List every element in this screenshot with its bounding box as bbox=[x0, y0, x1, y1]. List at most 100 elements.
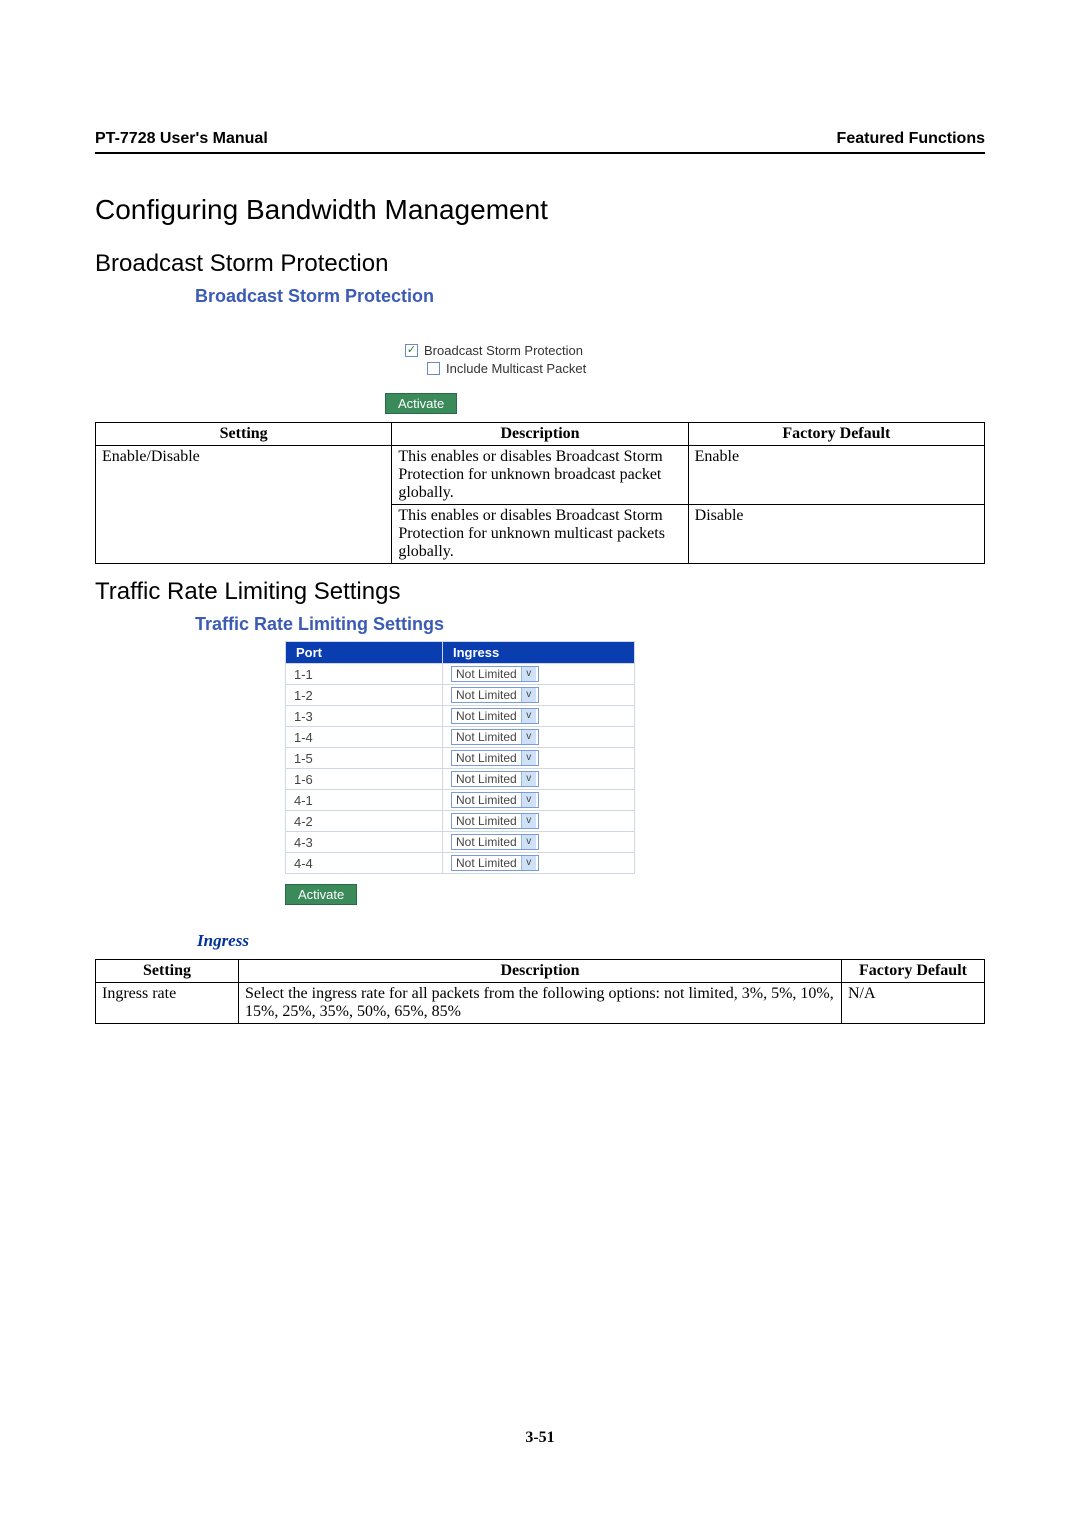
section-b-heading: Traffic Rate Limiting Settings bbox=[95, 578, 985, 606]
cell-ingress: Not Limited v bbox=[443, 727, 635, 748]
page-header: PT-7728 User's Manual Featured Functions bbox=[95, 130, 985, 154]
table-row: 1-5 Not Limited v bbox=[286, 748, 635, 769]
ingress-select-value: Not Limited bbox=[456, 730, 517, 744]
table-header-row: Port Ingress bbox=[286, 642, 635, 664]
ingress-select-value: Not Limited bbox=[456, 856, 517, 870]
ingress-select[interactable]: Not Limited v bbox=[451, 729, 539, 745]
cell-ingress: Not Limited v bbox=[443, 685, 635, 706]
ingress-select-value: Not Limited bbox=[456, 688, 517, 702]
bsp-cb-row-2: Include Multicast Packet bbox=[427, 361, 985, 376]
chevron-down-icon: v bbox=[521, 688, 536, 702]
ingress-select[interactable]: Not Limited v bbox=[451, 750, 539, 766]
ingress-select-value: Not Limited bbox=[456, 709, 517, 723]
cell-port: 1-5 bbox=[286, 748, 443, 769]
cell-ingress: Not Limited v bbox=[443, 769, 635, 790]
ingress-select[interactable]: Not Limited v bbox=[451, 708, 539, 724]
bsp-checkbox-2-label: Include Multicast Packet bbox=[446, 361, 586, 376]
ingress-select[interactable]: Not Limited v bbox=[451, 666, 539, 682]
ingress-select[interactable]: Not Limited v bbox=[451, 834, 539, 850]
cell-desc: This enables or disables Broadcast Storm… bbox=[392, 446, 688, 505]
col-setting: Setting bbox=[96, 960, 239, 983]
table-row: Enable/Disable This enables or disables … bbox=[96, 446, 985, 505]
cell-ingress: Not Limited v bbox=[443, 706, 635, 727]
cell-ingress: Not Limited v bbox=[443, 748, 635, 769]
ingress-select-value: Not Limited bbox=[456, 772, 517, 786]
col-description: Description bbox=[239, 960, 842, 983]
col-factory-default: Factory Default bbox=[842, 960, 985, 983]
table-row: 4-3Not Limitedv bbox=[286, 832, 635, 853]
ingress-select[interactable]: Not Limited v bbox=[451, 855, 539, 871]
table-row: 1-6 Not Limited v bbox=[286, 769, 635, 790]
cell-port: 1-4 bbox=[286, 727, 443, 748]
chevron-down-icon: v bbox=[521, 814, 536, 828]
ingress-select-value: Not Limited bbox=[456, 835, 517, 849]
chevron-down-icon: v bbox=[521, 772, 536, 786]
chevron-down-icon: v bbox=[521, 667, 536, 681]
cell-port: 1-6 bbox=[286, 769, 443, 790]
chevron-down-icon: v bbox=[521, 856, 536, 870]
bsp-desc-table: Setting Description Factory Default Enab… bbox=[95, 422, 985, 564]
cell-ingress: Not Limited v bbox=[443, 790, 635, 811]
chevron-down-icon: v bbox=[521, 730, 536, 744]
cell-port: 4-1 bbox=[286, 790, 443, 811]
cell-setting: Ingress rate bbox=[96, 983, 239, 1024]
cell-desc: Select the ingress rate for all packets … bbox=[239, 983, 842, 1024]
ingress-select[interactable]: Not Limited v bbox=[451, 792, 539, 808]
bsp-checkbox-1[interactable]: ✓ bbox=[405, 344, 418, 357]
ingress-select-value: Not Limited bbox=[456, 667, 517, 681]
bsp-activate-button[interactable]: Activate bbox=[385, 393, 457, 414]
bsp-checkbox-2[interactable] bbox=[427, 362, 440, 375]
cell-port: 1-3 bbox=[286, 706, 443, 727]
ingress-select-value: Not Limited bbox=[456, 751, 517, 765]
ingress-select-value: Not Limited bbox=[456, 814, 517, 828]
col-port: Port bbox=[286, 642, 443, 664]
ingress-select[interactable]: Not Limited v bbox=[451, 771, 539, 787]
table-row: 4-2Not Limitedv bbox=[286, 811, 635, 832]
cell-port: 4-4 bbox=[286, 853, 443, 874]
cell-ingress: Not Limited v bbox=[443, 811, 635, 832]
chevron-down-icon: v bbox=[521, 793, 536, 807]
chevron-down-icon: v bbox=[521, 835, 536, 849]
cell-ingress: Not Limited v bbox=[443, 832, 635, 853]
table-row: 4-4 Not Limited v bbox=[286, 853, 635, 874]
cell-fd: Disable bbox=[688, 505, 984, 564]
cell-ingress: Not Limited v bbox=[443, 664, 635, 685]
table-header-row: Setting Description Factory Default bbox=[96, 960, 985, 983]
section-a-heading: Broadcast Storm Protection bbox=[95, 250, 985, 278]
bsp-checkbox-1-label: Broadcast Storm Protection bbox=[424, 343, 583, 358]
col-setting: Setting bbox=[96, 423, 392, 446]
table-row: 1-4 Not Limited v bbox=[286, 727, 635, 748]
ingress-desc-table: Setting Description Factory Default Ingr… bbox=[95, 959, 985, 1024]
table-row: Ingress rate Select the ingress rate for… bbox=[96, 983, 985, 1024]
table-row: 1-1 Not Limited v bbox=[286, 664, 635, 685]
ingress-select[interactable]: Not Limited v bbox=[451, 813, 539, 829]
table-row: 1-3 Not Limited v bbox=[286, 706, 635, 727]
cell-fd: N/A bbox=[842, 983, 985, 1024]
table-row: 1-2 Not Limited v bbox=[286, 685, 635, 706]
traffic-activate-button[interactable]: Activate bbox=[285, 884, 357, 905]
col-description: Description bbox=[392, 423, 688, 446]
traffic-panel-title: Traffic Rate Limiting Settings bbox=[195, 614, 985, 635]
header-right: Featured Functions bbox=[837, 130, 985, 148]
ingress-select[interactable]: Not Limited v bbox=[451, 687, 539, 703]
header-left: PT-7728 User's Manual bbox=[95, 130, 268, 148]
col-factory-default: Factory Default bbox=[688, 423, 984, 446]
col-ingress: Ingress bbox=[443, 642, 635, 664]
table-row: 4-1 Not Limited v bbox=[286, 790, 635, 811]
bsp-panel: Broadcast Storm Protection ✓ Broadcast S… bbox=[195, 286, 985, 414]
cell-ingress: Not Limited v bbox=[443, 853, 635, 874]
traffic-panel: Traffic Rate Limiting Settings Port Ingr… bbox=[195, 614, 985, 905]
page-number: 3-51 bbox=[0, 1429, 1080, 1447]
cell-setting: Enable/Disable bbox=[96, 446, 392, 564]
ports-table: Port Ingress 1-1 Not Limited v 1-2 Not Limit… bbox=[285, 641, 635, 874]
table-header-row: Setting Description Factory Default bbox=[96, 423, 985, 446]
cell-desc: This enables or disables Broadcast Storm… bbox=[392, 505, 688, 564]
cell-fd: Enable bbox=[688, 446, 984, 505]
cell-port: 1-2 bbox=[286, 685, 443, 706]
main-heading: Configuring Bandwidth Management bbox=[95, 194, 985, 226]
cell-port: 1-1 bbox=[286, 664, 443, 685]
bsp-cb-row-1: ✓ Broadcast Storm Protection bbox=[405, 343, 985, 358]
chevron-down-icon: v bbox=[521, 751, 536, 765]
ingress-select-value: Not Limited bbox=[456, 793, 517, 807]
chevron-down-icon: v bbox=[521, 709, 536, 723]
